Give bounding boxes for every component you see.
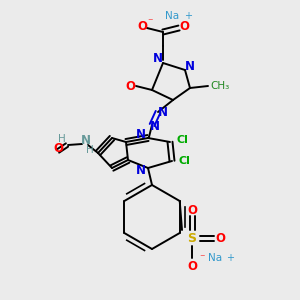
Text: Cl: Cl	[178, 156, 190, 166]
Text: O: O	[179, 20, 189, 34]
Text: CH₃: CH₃	[210, 81, 230, 91]
Text: ⁻: ⁻	[147, 17, 153, 27]
Text: H: H	[58, 134, 66, 144]
Text: N: N	[158, 106, 168, 118]
Text: N: N	[150, 121, 160, 134]
Text: O: O	[187, 203, 197, 217]
Text: +: +	[184, 11, 192, 21]
Text: O: O	[53, 142, 63, 155]
Text: N: N	[136, 164, 146, 178]
Text: Na: Na	[165, 11, 179, 21]
Text: Cl: Cl	[176, 135, 188, 145]
Text: O: O	[215, 232, 225, 244]
Text: O: O	[125, 80, 135, 92]
Text: N: N	[81, 134, 91, 146]
Text: O: O	[187, 260, 197, 272]
Text: H: H	[86, 145, 94, 155]
Text: S: S	[188, 232, 196, 244]
Text: Na: Na	[208, 253, 222, 263]
Text: N: N	[136, 128, 146, 140]
Text: N: N	[185, 59, 195, 73]
Text: ⁻: ⁻	[199, 253, 205, 263]
Text: +: +	[226, 253, 234, 263]
Text: N: N	[153, 52, 163, 65]
Text: O: O	[137, 20, 147, 34]
